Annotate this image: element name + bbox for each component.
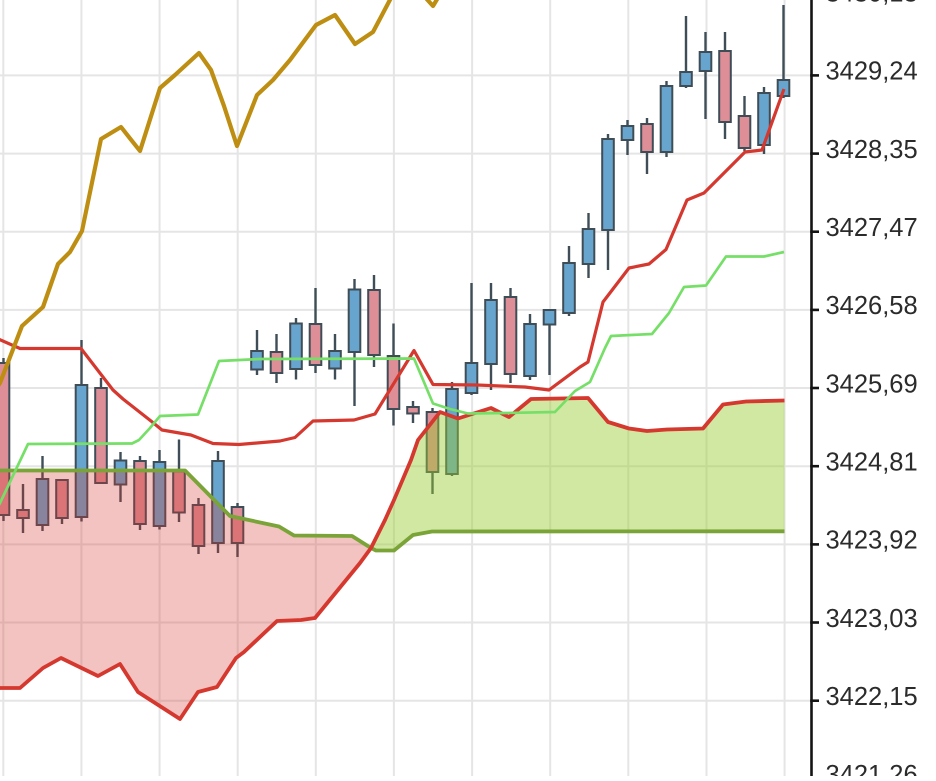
svg-text:3421,26: 3421,26 — [826, 761, 918, 776]
svg-text:3423,03: 3423,03 — [826, 605, 918, 633]
svg-text:3427,47: 3427,47 — [826, 214, 918, 242]
svg-text:3426,58: 3426,58 — [826, 292, 918, 320]
svg-text:3428,35: 3428,35 — [826, 136, 918, 164]
svg-text:3424,81: 3424,81 — [826, 449, 918, 477]
svg-text:3423,92: 3423,92 — [826, 527, 918, 555]
svg-text:3422,15: 3422,15 — [826, 683, 918, 711]
svg-text:3429,24: 3429,24 — [826, 58, 918, 86]
svg-text:3425,69: 3425,69 — [826, 370, 918, 398]
svg-text:3430,13: 3430,13 — [826, 0, 918, 8]
